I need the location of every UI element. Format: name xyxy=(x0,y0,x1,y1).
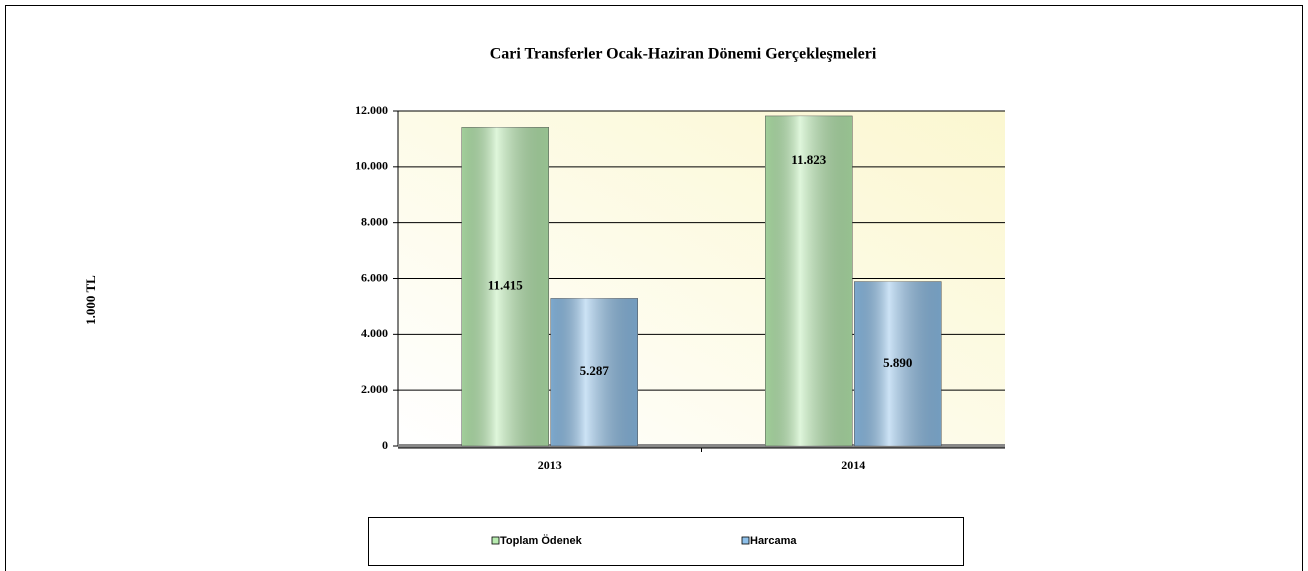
legend xyxy=(368,517,964,566)
bar-shine xyxy=(854,281,942,446)
legend-label: Toplam Ödenek xyxy=(500,534,583,547)
y-axis-label: 1.000 TL xyxy=(83,275,98,325)
y-tick-label: 12.000 xyxy=(355,103,388,117)
legend-marker xyxy=(741,536,750,545)
y-tick-label: 2.000 xyxy=(361,382,388,396)
bar-shine xyxy=(461,127,549,447)
x-tick-label: 2014 xyxy=(841,458,865,472)
legend-label: Harcama xyxy=(750,535,797,547)
y-tick-label: 0 xyxy=(382,438,388,452)
y-tick-label: 8.000 xyxy=(361,214,388,228)
chart-border xyxy=(5,5,1303,571)
y-tick-label: 10.000 xyxy=(355,159,388,173)
chart-title: Cari Transferler Ocak-Haziran Dönemi Ger… xyxy=(490,46,877,63)
data-label: 5.890 xyxy=(883,355,912,370)
floor xyxy=(398,444,1005,448)
legend-marker xyxy=(491,536,500,545)
bar-shine xyxy=(550,298,638,446)
bar-shine xyxy=(765,115,853,446)
y-tick-label: 4.000 xyxy=(361,326,388,340)
data-label: 11.823 xyxy=(791,152,827,167)
data-label: 11.415 xyxy=(488,278,524,293)
x-tick-label: 2013 xyxy=(538,458,562,472)
data-label: 5.287 xyxy=(580,363,610,378)
y-tick-label: 6.000 xyxy=(361,270,388,284)
